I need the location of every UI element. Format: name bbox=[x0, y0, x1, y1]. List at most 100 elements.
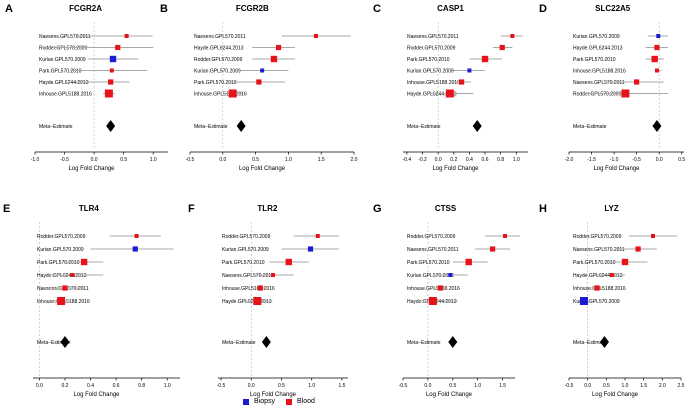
x-tick-label: 0.0 bbox=[424, 383, 431, 389]
effect-size-marker bbox=[609, 273, 614, 277]
legend-swatch-biopsy bbox=[243, 398, 249, 405]
effect-size-marker bbox=[270, 55, 278, 63]
panel-h: H LYZ Rodder.GPL570.2009 Naesens.GPL570.201… bbox=[539, 203, 685, 398]
effect-size-marker bbox=[228, 89, 237, 98]
study-label: Rodder.GPL570.2009 bbox=[37, 234, 86, 240]
x-axis-title: Log Fold Change bbox=[68, 166, 115, 172]
study-label: Kurian.GPL570.2009 bbox=[573, 34, 620, 40]
study-label: Kurian.GPL570.2009 bbox=[407, 69, 454, 75]
study-label: Park.GPL570.2010 bbox=[573, 260, 616, 266]
x-tick-label: 0.2 bbox=[61, 383, 68, 389]
effect-size-marker bbox=[57, 297, 66, 305]
x-tick-label: 1.0 bbox=[474, 383, 481, 389]
x-tick-label: -0.5 bbox=[632, 157, 641, 163]
panel-label: D bbox=[539, 3, 547, 15]
effect-size-marker bbox=[109, 55, 117, 63]
effect-size-marker bbox=[465, 258, 472, 266]
study-label: Park.GPL570.2010 bbox=[573, 57, 616, 63]
x-tick-label: -1.0 bbox=[31, 157, 40, 163]
study-label: Naesens.GPL570.2011 bbox=[194, 34, 246, 40]
panel-f: F TLR2 Rodder.GPL570.2009 Kurian.GPL570.200… bbox=[188, 203, 348, 398]
x-tick-label: 1.5 bbox=[318, 157, 325, 163]
x-tick-label: 0.5 bbox=[678, 157, 685, 163]
study-label: Inhouse.GPL5188.2016 bbox=[573, 69, 626, 75]
legend: Biopsy Blood bbox=[0, 398, 685, 409]
effect-size-marker bbox=[621, 258, 629, 266]
study-label: Kurian.GPL570.2009 bbox=[194, 69, 241, 75]
x-tick-label: 0.6 bbox=[482, 157, 489, 163]
meta-estimate-label: Meta−Estimate bbox=[222, 340, 256, 346]
panel-g: G CTSS Rodder.GPL570.2009 Naesens.GPL570.20… bbox=[373, 203, 520, 398]
effect-size-marker bbox=[115, 44, 121, 51]
x-tick-label: -1.5 bbox=[587, 157, 596, 163]
study-label: Inhouse.GPL5188.2016 bbox=[407, 80, 460, 86]
effect-size-marker bbox=[594, 285, 600, 291]
meta-estimate-label: Meta−Estimate bbox=[194, 124, 228, 130]
effect-size-marker bbox=[651, 234, 655, 238]
panel-label: A bbox=[5, 3, 13, 15]
effect-size-marker bbox=[109, 68, 114, 73]
x-tick-label: -1.0 bbox=[610, 157, 619, 163]
x-tick-label: 1.5 bbox=[499, 383, 506, 389]
x-tick-label: 0.0 bbox=[219, 157, 226, 163]
study-label: Inhouse.GPL5188.2016 bbox=[39, 92, 92, 98]
panel-title: FCGR2A bbox=[69, 4, 102, 13]
x-tick-label: 1.0 bbox=[285, 157, 292, 163]
x-tick-label: 0.0 bbox=[248, 383, 255, 389]
effect-size-marker bbox=[651, 55, 658, 63]
legend-item-biopsy: Biopsy bbox=[243, 398, 275, 405]
x-tick-label: 0.5 bbox=[278, 383, 285, 389]
x-tick-label: 0.6 bbox=[113, 383, 120, 389]
effect-size-marker bbox=[271, 273, 276, 277]
effect-size-marker bbox=[448, 273, 453, 277]
x-tick-label: 1.0 bbox=[150, 157, 157, 163]
meta-estimate-label: Meta−Estimate bbox=[573, 124, 607, 130]
x-tick-label: 0.0 bbox=[584, 383, 591, 389]
x-tick-label: 0.8 bbox=[497, 157, 504, 163]
legend-swatch-blood bbox=[286, 398, 292, 405]
panel-label: B bbox=[160, 3, 168, 15]
study-label: Naesens.GPL570.2011 bbox=[573, 247, 625, 253]
x-tick-label: 1.0 bbox=[164, 383, 171, 389]
x-tick-label: -0.5 bbox=[565, 383, 574, 389]
study-label: Rodder.GPL570.2009 bbox=[407, 46, 456, 52]
meta-estimate-diamond bbox=[599, 336, 609, 348]
effect-size-marker bbox=[260, 68, 265, 73]
meta-estimate-diamond bbox=[261, 336, 271, 348]
legend-item-blood: Blood bbox=[286, 398, 315, 405]
meta-estimate-label: Meta−Estimate bbox=[39, 124, 73, 130]
study-label: Rodder.GPL570.2009 bbox=[407, 234, 456, 240]
study-label: Park.GPL570.2010 bbox=[194, 80, 237, 86]
study-label: Inhouse.GPL5188.2016 bbox=[407, 286, 460, 292]
x-tick-label: 1.5 bbox=[640, 383, 647, 389]
study-label: Park.GPL570.2010 bbox=[37, 260, 80, 266]
study-label: Kurian.GPL570.2009 bbox=[407, 273, 454, 279]
effect-size-marker bbox=[132, 246, 138, 252]
panel-a: A FCGR2A Naesens.GPL570.2011 Rodder.GPL570.… bbox=[5, 3, 168, 172]
x-tick-label: 1.0 bbox=[513, 157, 520, 163]
study-label: Hayde.GPL6244.2013 bbox=[573, 46, 623, 52]
effect-size-marker bbox=[80, 258, 88, 266]
x-axis-title: Log Fold Change bbox=[250, 392, 297, 398]
panel-d: D SLC22A5 Kurian.GPL570.2009 Hayde.GPL6244.… bbox=[539, 3, 685, 172]
effect-size-marker bbox=[134, 234, 139, 238]
x-axis-title: Log Fold Change bbox=[592, 392, 639, 398]
study-label: Naesens.GPL570.2011 bbox=[407, 247, 459, 253]
meta-estimate-diamond bbox=[472, 120, 482, 132]
study-label: Hayde.GPL6244.2013 bbox=[194, 46, 244, 52]
x-tick-label: 0.0 bbox=[91, 157, 98, 163]
x-tick-label: -0.2 bbox=[418, 157, 427, 163]
panel-e: E TLR4 Rodder.GPL570.2009 Kurian.GPL570.200… bbox=[3, 203, 180, 398]
effect-size-marker bbox=[253, 297, 262, 305]
effect-size-marker bbox=[579, 297, 588, 305]
effect-size-marker bbox=[510, 34, 515, 38]
effect-size-marker bbox=[313, 34, 318, 38]
x-tick-label: 0.2 bbox=[450, 157, 457, 163]
x-tick-label: -2.0 bbox=[565, 157, 574, 163]
legend-label-blood: Blood bbox=[297, 398, 315, 405]
meta-estimate-label: Meta−Estimate bbox=[37, 340, 71, 346]
meta-estimate-label: Meta−Estimate bbox=[407, 340, 441, 346]
effect-size-marker bbox=[490, 246, 496, 252]
study-label: Kurian.GPL570.2009 bbox=[573, 299, 620, 305]
study-label: Rodder.GPL570.2009 bbox=[194, 57, 243, 63]
